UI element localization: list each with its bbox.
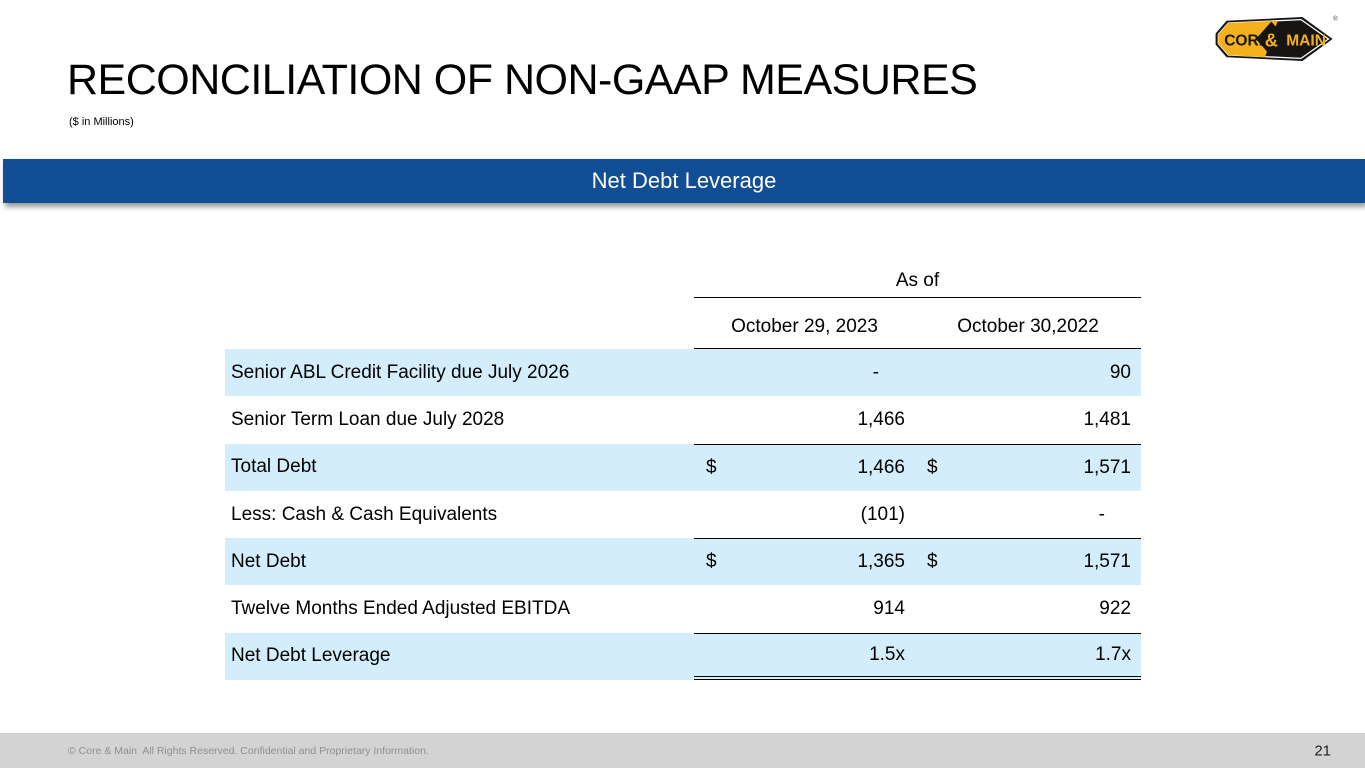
label-column-spacer xyxy=(225,298,694,349)
core-main-logo-icon: CORE & MAIN ® xyxy=(1211,11,1339,67)
logo-text-core: CORE xyxy=(1224,32,1269,49)
value-cell-col1: 914 xyxy=(694,585,915,632)
page-number: 21 xyxy=(1314,742,1331,759)
value-cell-col1: 1,466 xyxy=(694,396,915,443)
value-cell-col2: $ 1,571 xyxy=(915,443,1141,491)
row-label: Net Debt xyxy=(231,550,306,572)
cell-value: 90 xyxy=(1109,361,1131,383)
table-row: Less: Cash & Cash Equivalents (101) - xyxy=(225,491,1141,538)
value-cell-col2: 1,481 xyxy=(915,396,1141,443)
value-cell-col2: 90 xyxy=(915,349,1141,396)
column-header-oct-30-2022: October 30,2022 xyxy=(957,316,1099,337)
units-note: ($ in Millions) xyxy=(69,116,134,128)
row-label: Less: Cash & Cash Equivalents xyxy=(231,503,498,525)
value-cell-col1: $ 1,466 xyxy=(694,443,915,491)
logo-text-main: MAIN xyxy=(1286,32,1326,49)
logo-svg: CORE & MAIN ® xyxy=(1215,15,1338,61)
value-cell-col1: (101) xyxy=(694,491,915,538)
table-row: Twelve Months Ended Adjusted EBITDA 914 … xyxy=(225,585,1141,632)
table-group-header-row: As of xyxy=(225,260,1141,298)
table-row: Senior Term Loan due July 2028 1,466 1,4… xyxy=(225,396,1141,443)
table-column-header-row: October 29, 2023 October 30,2022 xyxy=(225,298,1141,349)
cell-value: - xyxy=(1098,503,1105,525)
cell-value: 1,481 xyxy=(1083,408,1131,430)
reconciliation-table: As of October 29, 2023 October 30,2022 S… xyxy=(225,260,1141,681)
row-label: Net Debt Leverage xyxy=(231,645,391,667)
table-body: Senior ABL Credit Facility due July 2026… xyxy=(225,349,1141,681)
section-banner: Net Debt Leverage xyxy=(3,159,1365,203)
label-column-spacer xyxy=(225,260,694,298)
cell-value: 914 xyxy=(873,598,905,620)
cell-value: (101) xyxy=(860,503,905,525)
row-label: Senior ABL Credit Facility due July 2026 xyxy=(231,361,570,383)
cell-value: 1.7x xyxy=(1095,643,1131,665)
row-label: Twelve Months Ended Adjusted EBITDA xyxy=(231,598,571,620)
value-cell-col2: - xyxy=(915,491,1141,538)
value-cell-col2: $ 1,571 xyxy=(915,538,1141,585)
cell-value: 1,365 xyxy=(857,551,905,573)
column-header-oct-29-2023: October 29, 2023 xyxy=(731,316,878,337)
logo-text-amp: & xyxy=(1265,29,1278,50)
value-cell-col2: 1.7x xyxy=(915,632,1141,681)
cell-value: 1,571 xyxy=(1083,551,1131,573)
value-cell-col1: 1.5x xyxy=(694,632,915,681)
as-of-header: As of xyxy=(694,260,1141,298)
value-cell-col2: 922 xyxy=(915,585,1141,632)
registered-mark: ® xyxy=(1333,15,1338,23)
section-banner-label: Net Debt Leverage xyxy=(591,168,777,193)
currency-symbol: $ xyxy=(927,551,938,573)
column-headers-wrap: October 29, 2023 October 30,2022 xyxy=(694,298,1141,349)
cell-value: 922 xyxy=(1099,598,1131,620)
value-cell-col1: $ 1,365 xyxy=(694,538,915,585)
table-row: Net Debt $ 1,365 $ 1,571 xyxy=(225,538,1141,586)
copyright-text: © Core & Main All Rights Reserved. Confi… xyxy=(68,744,429,757)
table-row: Net Debt Leverage 1.5x 1.7x xyxy=(225,632,1141,681)
currency-symbol: $ xyxy=(706,456,717,478)
row-label: Senior Term Loan due July 2028 xyxy=(231,408,505,430)
row-label: Total Debt xyxy=(231,456,317,478)
currency-symbol: $ xyxy=(927,456,938,478)
cell-value: 1,466 xyxy=(857,408,905,430)
value-cell-col1: - xyxy=(694,349,915,396)
currency-symbol: $ xyxy=(706,551,717,573)
table-row: Total Debt $ 1,466 $ 1,571 xyxy=(225,443,1141,491)
cell-value: 1,466 xyxy=(857,456,905,478)
table-row: Senior ABL Credit Facility due July 2026… xyxy=(225,349,1141,397)
cell-value: - xyxy=(872,361,879,383)
cell-value: 1.5x xyxy=(869,643,905,665)
cell-value: 1,571 xyxy=(1083,456,1131,478)
page-title: RECONCILIATION OF NON-GAAP MEASURES xyxy=(67,56,978,104)
footer-bar: © Core & Main All Rights Reserved. Confi… xyxy=(0,733,1365,768)
